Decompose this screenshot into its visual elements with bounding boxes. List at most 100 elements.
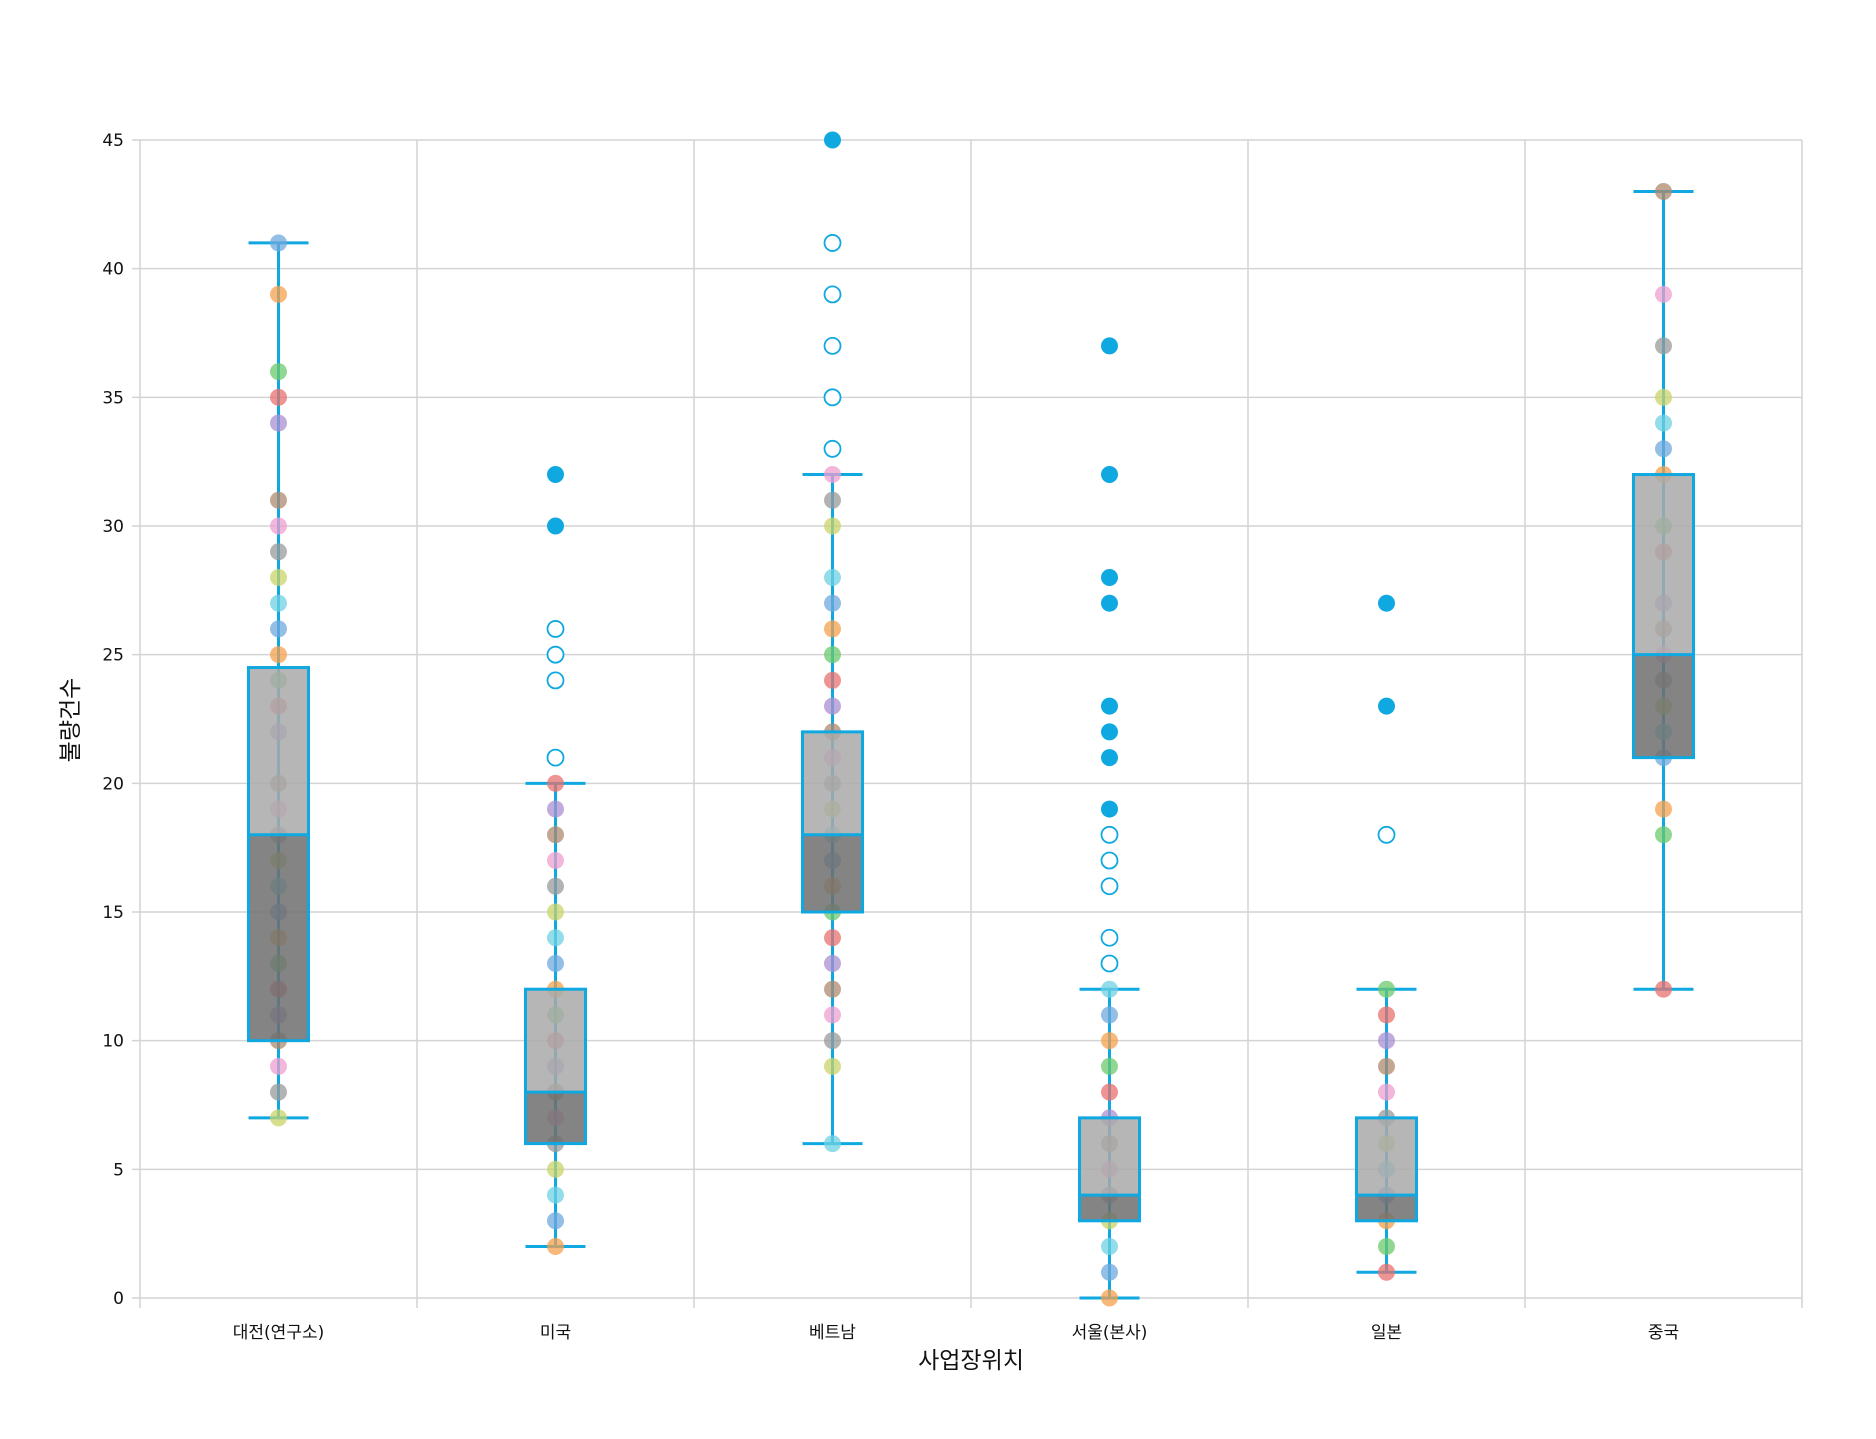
y-tick-label: 45 [102,131,124,151]
data-point [1378,1238,1395,1256]
outlier-hollow [823,388,842,407]
outlier-hollow [546,671,565,690]
y-axis-ticks: 0 5 10 15 20 25 30 35 40 45 [102,131,124,1309]
plot-marks [247,131,1695,1307]
data-point [270,568,287,586]
box-lower [525,1092,586,1144]
outlier-filled [824,131,841,149]
outlier-filled [1101,466,1118,484]
data-point [270,1109,287,1127]
category-group [1632,182,1695,998]
y-tick-label: 20 [102,774,124,794]
data-point [547,1212,564,1230]
outlier-hollow [823,234,842,252]
category-group [1355,594,1418,1281]
data-point [824,646,841,664]
y-axis-label: 불량건수 [58,678,84,763]
data-point [1101,1032,1118,1050]
outlier-hollow [1100,851,1119,870]
data-point [1655,980,1672,998]
data-point [824,980,841,998]
data-point [1655,337,1672,355]
data-point [824,1006,841,1024]
box-lower [1079,1195,1140,1221]
data-point [1655,388,1672,406]
box-upper [802,731,863,835]
outlier-filled [1101,697,1118,715]
outlier-filled [1101,749,1118,767]
data-point [1655,182,1672,200]
y-tick-label: 15 [102,903,124,923]
category-group [801,131,864,1153]
box-outline [247,666,310,1043]
data-point [270,491,287,509]
outlier-filled [547,517,564,535]
data-point [547,852,564,870]
box-upper [248,667,309,835]
data-point [547,1238,564,1256]
x-tick-label: 미국 [540,1323,571,1343]
outlier-hollow [546,620,565,638]
data-point [547,774,564,792]
data-point [1655,414,1672,432]
x-axis-ticks: 대전(연구소) 미국 베트남 서울(본사) 일본 중국 [233,1323,1679,1343]
data-point [824,466,841,484]
outlier-hollow [1100,877,1119,896]
box-lower [802,834,863,912]
data-point [547,903,564,921]
data-point [824,929,841,947]
outlier-hollow [1100,928,1119,947]
box-outline [1078,1116,1141,1223]
data-point [1655,800,1672,818]
outlier-filled [1101,723,1118,741]
data-point [1655,440,1672,458]
x-tick-label: 서울(본사) [1072,1323,1148,1343]
data-point [270,517,287,535]
y-tick-label: 40 [102,260,124,280]
data-point [1655,826,1672,844]
data-point [1378,1032,1395,1050]
data-point [1101,1006,1118,1024]
data-point [1101,1289,1118,1307]
outlier-hollow [1377,825,1396,844]
data-point [1378,1006,1395,1024]
outlier-filled [547,466,564,484]
data-point [1101,980,1118,998]
outlier-filled [1101,594,1118,612]
y-tick-label: 5 [113,1160,124,1180]
grid [132,139,1803,1308]
outlier-filled [1101,800,1118,818]
data-point [270,363,287,381]
box-lower [248,834,309,1041]
box-upper [1356,1117,1417,1196]
data-point [824,954,841,972]
data-point [1378,980,1395,998]
data-point [1378,1263,1395,1281]
box-outline [801,730,864,914]
category-group [524,466,587,1256]
data-point [270,414,287,432]
box-upper [525,989,586,1093]
x-tick-label: 베트남 [809,1323,856,1343]
data-point [824,671,841,689]
outlier-filled [1378,697,1395,715]
y-tick-label: 25 [102,646,124,666]
box-upper [1079,1117,1140,1196]
outlier-hollow [823,336,842,355]
data-point [270,646,287,664]
box-outline [1355,1116,1418,1223]
box-upper [1633,474,1694,655]
box-outline [524,987,587,1146]
data-point [270,285,287,303]
x-tick-label: 대전(연구소) [233,1323,324,1343]
outlier-filled [1378,594,1395,612]
y-tick-label: 30 [102,517,124,537]
x-axis-label: 사업장위치 [918,1348,1024,1374]
data-point [270,543,287,561]
data-point [547,1186,564,1204]
category-group [1078,337,1141,1307]
data-point [1101,1083,1118,1101]
outlier-hollow [546,748,565,767]
data-point [824,1057,841,1075]
